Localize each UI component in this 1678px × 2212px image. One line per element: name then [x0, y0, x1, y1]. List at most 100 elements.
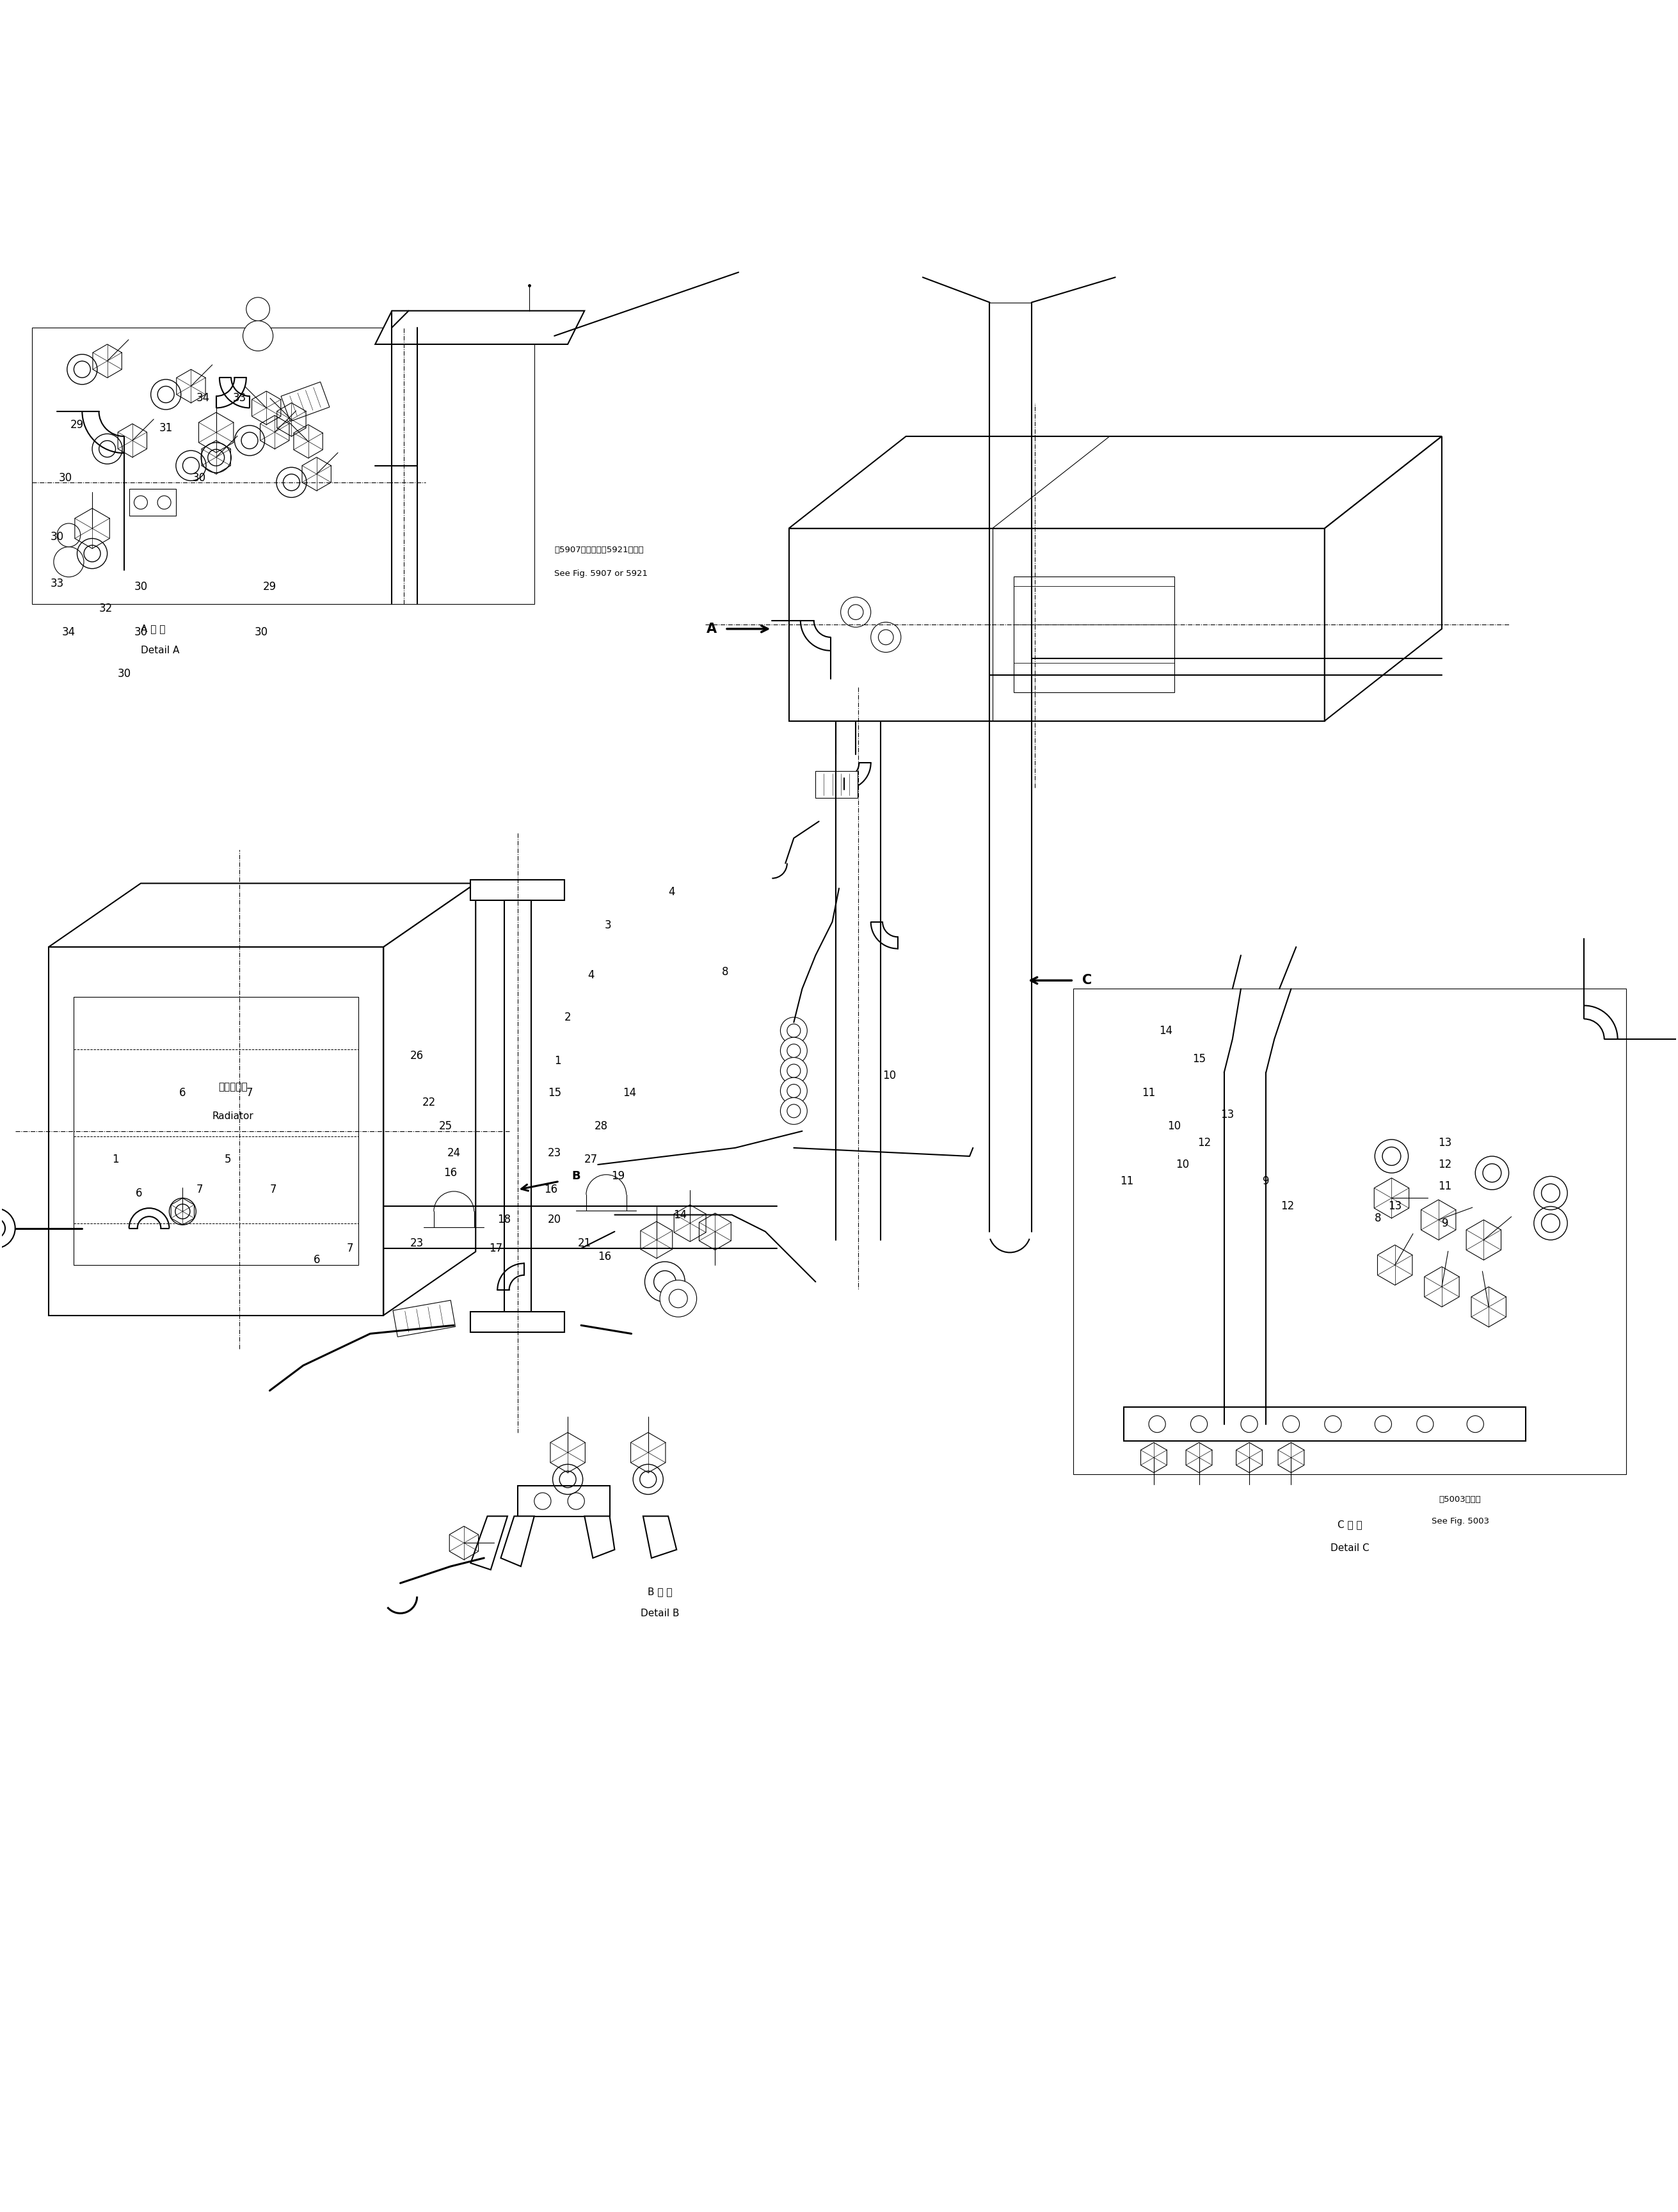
Polygon shape	[280, 383, 329, 420]
Text: 23: 23	[547, 1148, 560, 1159]
Text: 24: 24	[446, 1148, 461, 1159]
Text: Radiator: Radiator	[211, 1113, 253, 1121]
Polygon shape	[789, 436, 1441, 529]
Text: 14: 14	[1159, 1024, 1173, 1037]
Text: 2: 2	[564, 1011, 571, 1022]
Text: 4: 4	[587, 969, 594, 982]
Bar	[129, 489, 176, 515]
Text: 7: 7	[247, 1086, 253, 1099]
Text: Detail C: Detail C	[1331, 1544, 1369, 1553]
Circle shape	[780, 1018, 807, 1044]
Polygon shape	[49, 883, 475, 947]
Polygon shape	[789, 529, 1324, 721]
Bar	[517, 1486, 609, 1515]
Polygon shape	[393, 1301, 455, 1336]
Text: 7: 7	[196, 1183, 203, 1194]
Text: 8: 8	[1374, 1212, 1381, 1223]
Text: 34: 34	[196, 392, 210, 403]
Text: 13: 13	[1220, 1108, 1235, 1119]
Text: 第5003図参照: 第5003図参照	[1440, 1495, 1482, 1504]
Text: 14: 14	[673, 1210, 686, 1221]
Text: 9: 9	[1262, 1175, 1269, 1188]
Text: 17: 17	[488, 1243, 502, 1254]
Circle shape	[57, 524, 81, 546]
Text: C: C	[1082, 973, 1092, 987]
Text: 31: 31	[159, 422, 173, 434]
Text: A 詳 細: A 詳 細	[141, 624, 166, 633]
Polygon shape	[643, 1515, 676, 1557]
Text: 13: 13	[1388, 1201, 1401, 1212]
Text: 30: 30	[193, 473, 206, 484]
Text: B 詳 細: B 詳 細	[648, 1586, 673, 1597]
Bar	[503, 900, 530, 1316]
Text: 21: 21	[577, 1237, 591, 1250]
Text: 9: 9	[1441, 1217, 1448, 1230]
Text: 12: 12	[1196, 1137, 1212, 1148]
Text: 32: 32	[99, 604, 112, 615]
Text: 30: 30	[255, 626, 268, 637]
Text: 28: 28	[594, 1119, 607, 1133]
Circle shape	[780, 1097, 807, 1124]
Text: 30: 30	[117, 668, 131, 679]
Text: 12: 12	[1280, 1201, 1294, 1212]
Circle shape	[871, 622, 901, 653]
Text: 19: 19	[611, 1170, 624, 1181]
Polygon shape	[584, 1515, 614, 1557]
Bar	[470, 880, 564, 900]
Text: Detail A: Detail A	[141, 646, 180, 655]
Polygon shape	[1324, 436, 1441, 721]
Text: 14: 14	[623, 1086, 636, 1099]
Text: 11: 11	[1121, 1175, 1134, 1188]
Circle shape	[780, 1077, 807, 1104]
Text: See Fig. 5003: See Fig. 5003	[1431, 1517, 1488, 1526]
Text: A: A	[706, 622, 717, 635]
Text: 3: 3	[604, 920, 611, 931]
Text: 第5907図または第5921図参照: 第5907図または第5921図参照	[554, 546, 644, 555]
Text: 16: 16	[443, 1168, 458, 1179]
Circle shape	[659, 1281, 696, 1316]
Text: See Fig. 5907 or 5921: See Fig. 5907 or 5921	[554, 568, 648, 577]
Circle shape	[780, 1037, 807, 1064]
Text: 26: 26	[411, 1051, 425, 1062]
Text: 15: 15	[1193, 1053, 1206, 1064]
Bar	[1014, 577, 1175, 692]
Polygon shape	[49, 947, 384, 1316]
Text: 29: 29	[70, 418, 84, 431]
Text: 6: 6	[180, 1086, 186, 1099]
Text: 10: 10	[1176, 1159, 1190, 1170]
Text: 15: 15	[547, 1086, 560, 1099]
Text: 30: 30	[50, 531, 64, 542]
Text: 29: 29	[263, 582, 277, 593]
Circle shape	[247, 296, 270, 321]
Text: 20: 20	[547, 1214, 560, 1225]
Text: 13: 13	[1438, 1137, 1451, 1148]
Text: 11: 11	[1438, 1181, 1451, 1192]
Polygon shape	[500, 1515, 534, 1566]
Text: ラジエータ: ラジエータ	[218, 1082, 247, 1093]
Text: 27: 27	[584, 1155, 597, 1166]
Text: Detail B: Detail B	[641, 1608, 680, 1617]
Text: 6: 6	[314, 1254, 320, 1265]
Circle shape	[243, 321, 274, 352]
Circle shape	[0, 1208, 15, 1248]
Circle shape	[54, 546, 84, 577]
Polygon shape	[376, 310, 584, 345]
Text: 16: 16	[597, 1252, 611, 1263]
Text: 7: 7	[270, 1183, 277, 1194]
Polygon shape	[470, 1515, 507, 1571]
Text: 10: 10	[1168, 1119, 1181, 1133]
Text: 7: 7	[347, 1243, 354, 1254]
Circle shape	[780, 1057, 807, 1084]
Text: 12: 12	[1438, 1159, 1451, 1170]
Text: B: B	[572, 1170, 581, 1181]
Text: 25: 25	[438, 1119, 453, 1133]
Text: 33: 33	[233, 392, 247, 403]
Text: 34: 34	[62, 626, 76, 637]
Text: 33: 33	[50, 577, 64, 588]
Text: 11: 11	[1143, 1086, 1156, 1099]
Text: 4: 4	[668, 887, 675, 898]
Text: 16: 16	[544, 1183, 557, 1194]
Circle shape	[841, 597, 871, 628]
Text: 1: 1	[554, 1055, 560, 1066]
Text: 1: 1	[112, 1155, 119, 1166]
